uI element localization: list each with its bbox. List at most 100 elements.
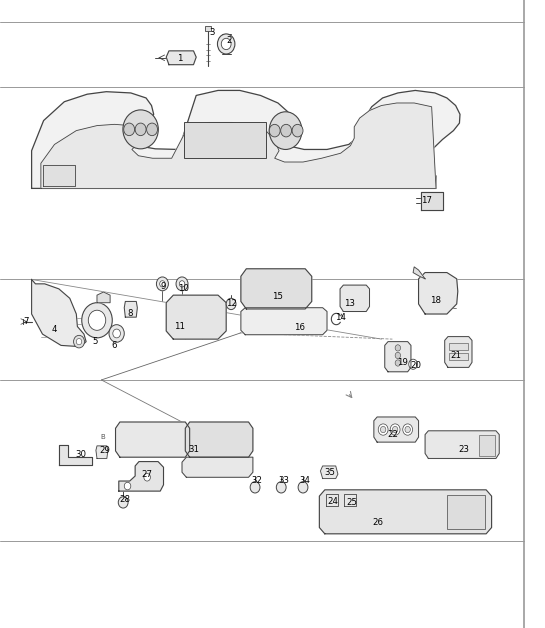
Circle shape	[76, 338, 82, 345]
Polygon shape	[421, 192, 443, 210]
Circle shape	[179, 281, 185, 287]
Text: 1: 1	[177, 54, 183, 63]
Polygon shape	[445, 337, 472, 367]
Text: 31: 31	[189, 445, 199, 453]
Text: 25: 25	[347, 498, 358, 507]
Circle shape	[135, 123, 146, 136]
Polygon shape	[326, 494, 338, 506]
Circle shape	[74, 335, 84, 348]
Circle shape	[176, 277, 188, 291]
Text: 27: 27	[142, 470, 153, 479]
Text: 29: 29	[99, 447, 110, 455]
Text: 14: 14	[335, 313, 346, 322]
Polygon shape	[119, 462, 164, 491]
Ellipse shape	[123, 110, 159, 149]
Circle shape	[118, 497, 128, 508]
Text: 7: 7	[23, 317, 29, 326]
Circle shape	[395, 352, 401, 359]
Polygon shape	[32, 90, 460, 188]
Polygon shape	[182, 457, 253, 477]
Bar	[449, 343, 468, 350]
Circle shape	[378, 424, 388, 435]
Text: 6: 6	[112, 341, 117, 350]
Circle shape	[390, 424, 400, 435]
Circle shape	[221, 38, 231, 50]
Text: 3: 3	[210, 28, 215, 37]
Text: 26: 26	[372, 518, 383, 527]
Circle shape	[392, 426, 398, 433]
Text: 24: 24	[327, 497, 338, 506]
Circle shape	[113, 329, 120, 338]
Polygon shape	[32, 279, 86, 347]
Text: 34: 34	[300, 476, 311, 485]
Bar	[205, 26, 211, 31]
Text: 18: 18	[431, 296, 441, 305]
Circle shape	[298, 482, 308, 493]
Circle shape	[124, 123, 135, 136]
Text: 22: 22	[387, 430, 398, 439]
Text: 9: 9	[161, 283, 166, 291]
Text: 11: 11	[174, 322, 185, 331]
Circle shape	[250, 482, 260, 493]
Circle shape	[226, 298, 236, 310]
Circle shape	[82, 303, 112, 338]
Text: 12: 12	[226, 300, 237, 308]
Bar	[449, 353, 468, 360]
Text: 13: 13	[344, 300, 355, 308]
Text: 5: 5	[93, 337, 98, 346]
Circle shape	[292, 124, 303, 137]
Polygon shape	[241, 308, 327, 335]
Polygon shape	[385, 342, 411, 372]
Text: B: B	[100, 434, 105, 440]
Text: 16: 16	[294, 323, 305, 332]
Text: 15: 15	[272, 292, 283, 301]
Text: 17: 17	[421, 197, 432, 205]
Bar	[447, 495, 485, 529]
Text: 2: 2	[226, 36, 232, 45]
Circle shape	[147, 123, 158, 136]
Text: 23: 23	[459, 445, 470, 454]
Text: 10: 10	[178, 284, 189, 293]
Polygon shape	[340, 285, 370, 311]
Polygon shape	[374, 417, 419, 442]
Polygon shape	[344, 494, 356, 506]
Circle shape	[380, 426, 386, 433]
Text: 20: 20	[410, 361, 421, 370]
Polygon shape	[166, 51, 196, 65]
Polygon shape	[124, 301, 137, 317]
Polygon shape	[96, 446, 108, 458]
Text: 32: 32	[252, 476, 263, 485]
Polygon shape	[43, 165, 75, 186]
Polygon shape	[166, 295, 226, 339]
Text: 4: 4	[52, 325, 57, 333]
Text: 8: 8	[127, 310, 132, 318]
Polygon shape	[319, 490, 492, 534]
Polygon shape	[320, 466, 338, 479]
Circle shape	[144, 474, 150, 481]
Circle shape	[281, 124, 292, 137]
Polygon shape	[97, 292, 110, 303]
Circle shape	[160, 281, 165, 287]
Polygon shape	[425, 431, 499, 458]
Circle shape	[88, 310, 106, 330]
Text: 21: 21	[450, 351, 461, 360]
Circle shape	[403, 424, 413, 435]
Text: 30: 30	[75, 450, 86, 459]
Bar	[184, 122, 266, 158]
Text: 19: 19	[397, 358, 408, 367]
Polygon shape	[59, 445, 92, 465]
Circle shape	[269, 124, 280, 137]
Polygon shape	[116, 422, 190, 457]
Ellipse shape	[269, 112, 302, 149]
Polygon shape	[419, 273, 458, 314]
Circle shape	[109, 325, 124, 342]
Polygon shape	[413, 267, 425, 279]
Circle shape	[156, 277, 168, 291]
Bar	[479, 435, 495, 456]
Circle shape	[395, 345, 401, 351]
Circle shape	[124, 482, 131, 490]
Polygon shape	[185, 422, 253, 457]
Circle shape	[217, 34, 235, 54]
Circle shape	[395, 360, 401, 366]
Polygon shape	[241, 269, 312, 309]
